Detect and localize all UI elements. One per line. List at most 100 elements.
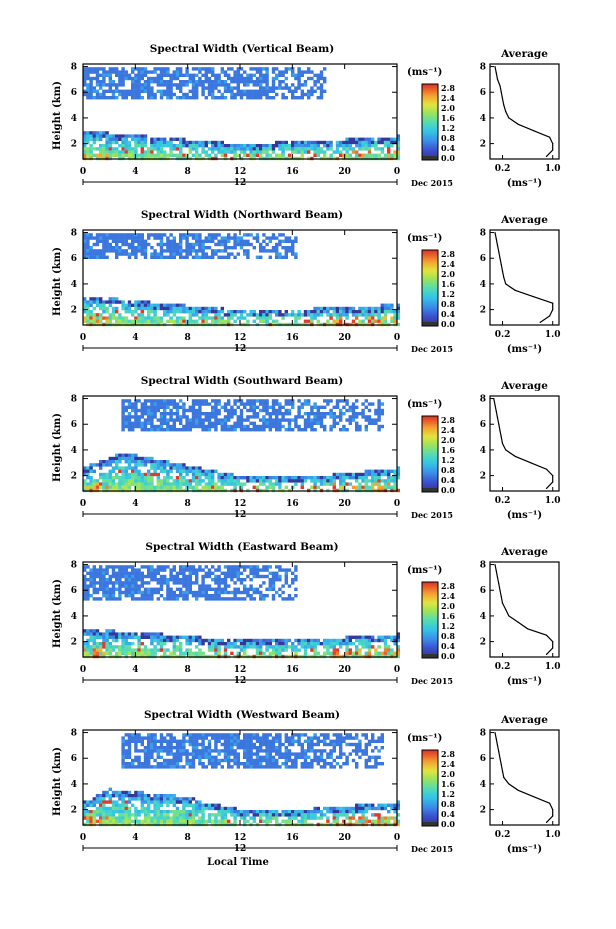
heatmap-cell xyxy=(175,86,180,90)
avg-y-tick-label: 4 xyxy=(480,114,486,124)
heatmap-cell xyxy=(140,415,144,419)
heatmap-cell xyxy=(262,424,266,429)
heatmap-cell xyxy=(124,819,128,823)
heatmap-cell xyxy=(265,412,269,416)
heatmap-cell xyxy=(134,89,138,93)
heatmap-cell xyxy=(153,819,157,823)
heatmap-cell xyxy=(108,303,112,307)
heatmap-cell xyxy=(233,144,237,148)
heatmap-cell xyxy=(169,574,173,579)
heatmap-cell xyxy=(374,651,378,655)
heatmap-cell xyxy=(108,246,112,250)
heatmap-cell xyxy=(99,463,103,467)
heatmap-cell xyxy=(223,581,228,585)
heatmap-cell xyxy=(105,587,109,591)
heatmap-cell xyxy=(191,651,196,655)
heatmap-cell xyxy=(281,255,285,259)
heatmap-cell xyxy=(102,96,106,100)
heatmap-cell xyxy=(121,412,125,416)
heatmap-cell xyxy=(271,310,276,314)
heatmap-cell xyxy=(191,140,196,145)
heatmap-cell xyxy=(118,469,122,473)
heatmap-cell xyxy=(214,83,218,87)
heatmap-cell xyxy=(268,316,272,320)
heatmap-cell xyxy=(115,316,119,320)
heatmap-cell xyxy=(102,147,106,151)
heatmap-cell xyxy=(131,765,135,769)
heatmap-cell xyxy=(175,316,180,320)
heatmap-cell xyxy=(188,428,192,432)
heatmap-cell xyxy=(172,421,176,425)
heatmap-cell xyxy=(124,405,128,409)
heatmap-cell xyxy=(156,242,160,247)
heatmap-cell xyxy=(188,587,192,591)
heatmap-cell xyxy=(150,405,154,409)
heatmap-cell xyxy=(249,402,253,406)
heatmap-cell xyxy=(278,252,282,256)
heatmap-cell xyxy=(147,412,151,416)
heatmap-cell xyxy=(124,479,128,483)
heatmap-cell xyxy=(147,242,151,247)
heatmap-cell xyxy=(118,594,122,598)
heatmap-cell xyxy=(147,749,151,753)
heatmap-cell xyxy=(124,472,128,477)
heatmap-cell xyxy=(300,144,304,148)
heatmap-cell xyxy=(111,300,116,304)
colorbar-tick-label: 2.0 xyxy=(441,435,455,445)
heatmap-cell xyxy=(153,466,157,470)
heatmap-cell xyxy=(137,810,141,814)
heatmap-cell xyxy=(339,306,343,311)
heatmap-cell xyxy=(380,412,384,416)
heatmap-cell xyxy=(131,453,135,457)
heatmap-cell xyxy=(92,485,96,489)
heatmap-cell xyxy=(143,303,148,307)
heatmap-cell xyxy=(339,412,343,416)
heatmap-cell xyxy=(121,144,125,148)
heatmap-cell xyxy=(268,581,272,585)
heatmap-cell xyxy=(316,73,320,77)
avg-y-tick-label: 2 xyxy=(480,638,486,648)
heatmap-cell xyxy=(195,150,199,154)
heatmap-cell xyxy=(131,476,135,480)
heatmap-cell xyxy=(89,76,93,81)
colorbar-segment xyxy=(422,112,438,115)
heatmap-cell xyxy=(249,405,253,409)
heatmap-cell xyxy=(220,150,224,154)
heatmap-cell xyxy=(124,239,128,243)
heatmap-cell xyxy=(294,319,298,323)
heatmap-cell xyxy=(169,402,173,406)
heatmap-cell xyxy=(377,306,381,311)
heatmap-cell xyxy=(252,83,256,87)
heatmap-cell xyxy=(383,303,388,307)
heatmap-cell xyxy=(367,313,372,317)
heatmap-cell xyxy=(134,749,138,753)
heatmap-cell xyxy=(159,632,164,636)
heatmap-cell xyxy=(217,476,221,480)
heatmap-cell xyxy=(134,466,138,470)
heatmap-cell xyxy=(387,310,391,314)
heatmap-cell xyxy=(294,255,298,259)
heatmap-cell xyxy=(303,399,308,403)
heatmap-cell xyxy=(124,147,128,151)
heatmap-cell xyxy=(182,476,186,480)
heatmap-cell xyxy=(179,153,183,157)
heatmap-cell xyxy=(89,813,93,817)
heatmap-cell xyxy=(127,819,132,823)
heatmap-cell xyxy=(249,597,253,601)
heatmap-cell xyxy=(191,242,196,247)
heatmap-cell xyxy=(111,638,116,643)
heatmap-cell xyxy=(195,249,199,253)
heatmap-cell xyxy=(131,233,135,237)
heatmap-cell xyxy=(131,236,135,240)
heatmap-cell xyxy=(99,252,103,256)
heatmap-cell xyxy=(329,415,333,419)
heatmap-cell xyxy=(393,140,397,145)
heatmap-cell xyxy=(156,236,160,240)
heatmap-cell xyxy=(355,424,359,429)
heatmap-cell xyxy=(281,405,285,409)
heatmap-cell xyxy=(89,83,93,87)
heatmap-cell xyxy=(137,733,141,737)
day-bar-label: 12 xyxy=(234,178,247,188)
heatmap-cell xyxy=(316,485,320,489)
heatmap-cell xyxy=(287,147,292,151)
